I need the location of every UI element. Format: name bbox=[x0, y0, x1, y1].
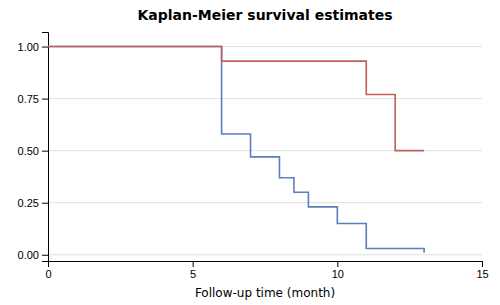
tick-label: 0 bbox=[45, 268, 51, 280]
tick: 0.50 bbox=[18, 145, 48, 157]
tick-label: 15 bbox=[476, 268, 488, 280]
marks bbox=[48, 47, 424, 253]
tick: 10 bbox=[332, 261, 344, 280]
tick-label: 10 bbox=[332, 268, 344, 280]
grid bbox=[48, 47, 482, 255]
chart: 0 5 10 15 0.00 0.25 0.50 0.75 1.00 Kaplan-Meier s… bbox=[0, 0, 500, 305]
tick-label: 0.50 bbox=[18, 145, 39, 157]
tick: 15 bbox=[476, 261, 488, 280]
tick-mark bbox=[42, 99, 48, 100]
tick: 1.00 bbox=[18, 41, 48, 53]
grid-line bbox=[48, 254, 482, 255]
tick-label: 5 bbox=[190, 268, 196, 280]
tick-label: 0.75 bbox=[18, 93, 39, 105]
tick-mark bbox=[482, 261, 483, 267]
grid-line bbox=[48, 98, 482, 99]
tick-mark bbox=[42, 151, 48, 152]
axis-line bbox=[49, 262, 483, 268]
tick-label: 1.00 bbox=[18, 41, 39, 53]
x-axis-label: Follow-up time (month) bbox=[195, 286, 335, 300]
axis-line bbox=[42, 33, 49, 262]
tick-mark bbox=[337, 261, 338, 267]
step-line bbox=[48, 47, 424, 253]
grid-line bbox=[48, 202, 482, 203]
step-line bbox=[48, 47, 424, 151]
tick: 0.00 bbox=[18, 249, 48, 261]
title: Kaplan-Meier survival estimates bbox=[137, 7, 392, 23]
plot: 0 5 10 15 0.00 0.25 0.50 0.75 1.00 bbox=[18, 33, 489, 280]
tick-mark bbox=[42, 255, 48, 256]
tick-mark bbox=[42, 203, 48, 204]
x-axis: 0 5 10 15 bbox=[45, 261, 488, 280]
tick-label: 0.00 bbox=[18, 249, 39, 261]
tick: 5 bbox=[190, 261, 196, 280]
tick-label: 0.25 bbox=[18, 197, 39, 209]
tick: 0 bbox=[45, 261, 51, 280]
tick-mark bbox=[193, 261, 194, 267]
tick: 0.75 bbox=[18, 93, 48, 105]
tick: 0.25 bbox=[18, 197, 48, 209]
y-axis: 0.00 0.25 0.50 0.75 1.00 bbox=[18, 33, 49, 262]
tick-mark bbox=[42, 47, 48, 48]
